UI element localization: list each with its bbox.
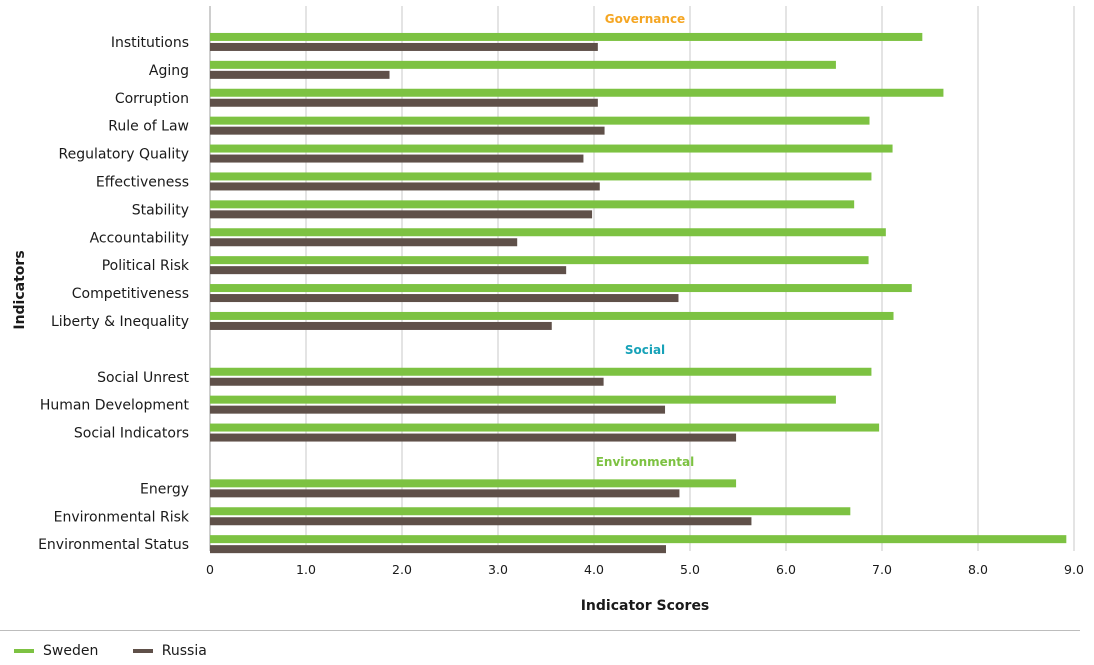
bar-sweden-social-indicators [210,423,880,432]
category-label-accountability: Accountability [90,230,189,246]
category-label-political-risk: Political Risk [102,258,190,274]
bar-russia-rule-of-law [210,126,605,135]
bar-chart: 0 1.0 2.0 3.0 4.0 5.0 6.0 7.0 8.0 9.0 Institutions… [12,6,1084,614]
x-tick-label: 6.0 [776,562,796,577]
bar-russia-social-indicators [210,433,737,442]
bar-sweden-energy [210,479,737,488]
legend: Sweden Russia [0,630,1080,658]
bar-sweden-environmental-risk [210,507,851,516]
category-label-institutions: Institutions [111,35,189,51]
x-tick-label: 9.0 [1064,562,1084,577]
x-tick-label: 5.0 [680,562,700,577]
category-label-stability: Stability [132,202,189,218]
bar-sweden-regulatory-quality [210,144,893,153]
x-tick-label: 0 [206,562,214,577]
bar-sweden-political-risk [210,256,869,265]
bar-sweden-accountability [210,228,886,237]
legend-label-russia: Russia [161,643,207,659]
group-label-environmental: Environmental [596,455,695,469]
category-label-rule-of-law: Rule of Law [108,119,189,135]
bar-russia-social-unrest [210,377,604,386]
bar-russia-regulatory-quality [210,154,584,163]
group-label-social: Social [625,343,665,357]
bar-sweden-aging [210,60,836,69]
x-tick-label: 3.0 [488,562,508,577]
bar-russia-effectiveness [210,182,600,191]
legend-label-sweden: Sweden [43,643,99,659]
bar-sweden-stability [210,200,855,209]
category-label-environmental-status: Environmental Status [38,537,189,553]
bar-sweden-environmental-status [210,535,1067,544]
legend-item-sweden: Sweden [14,644,98,658]
bar-sweden-social-unrest [210,367,872,376]
bar-russia-competitiveness [210,294,679,303]
legend-swatch-sweden [14,649,34,653]
bar-russia-human-development [210,405,666,414]
bar-russia-environmental-risk [210,517,752,526]
bar-sweden-institutions [210,32,923,41]
bar-russia-energy [210,489,680,498]
bar-russia-corruption [210,98,598,107]
bar-sweden-human-development [210,395,836,404]
group-label-governance: Governance [605,12,685,26]
bar-sweden-effectiveness [210,172,872,181]
category-label-aging: Aging [149,63,189,79]
bar-russia-political-risk [210,266,567,275]
legend-item-russia: Russia [132,643,207,659]
category-label-regulatory-quality: Regulatory Quality [58,147,189,163]
category-label-effectiveness: Effectiveness [96,174,189,190]
bar-sweden-liberty-inequality [210,311,894,320]
bar-russia-aging [210,70,390,79]
x-tick-label: 7.0 [872,562,892,577]
y-axis-title: Indicators [12,250,28,329]
bar-russia-liberty-inequality [210,321,552,330]
category-label-energy: Energy [140,481,189,497]
category-label-liberty-inequality: Liberty & Inequality [51,314,189,330]
category-label-human-development: Human Development [40,398,190,414]
bar-sweden-corruption [210,88,944,97]
bar-russia-environmental-status [210,545,666,554]
category-label-environmental-risk: Environmental Risk [54,509,190,525]
x-tick-label: 2.0 [392,562,412,577]
x-tick-label: 1.0 [296,562,316,577]
bar-sweden-competitiveness [210,284,912,293]
bar-russia-institutions [210,42,598,51]
x-tick-label: 8.0 [968,562,988,577]
category-label-competitiveness: Competitiveness [72,286,189,302]
bar-russia-accountability [210,238,518,247]
category-label-social-unrest: Social Unrest [97,370,189,386]
category-label-corruption: Corruption [115,91,189,107]
category-label-social-indicators: Social Indicators [74,426,189,442]
x-axis-title: Indicator Scores [581,598,710,614]
x-tick-label: 4.0 [584,562,604,577]
bar-russia-stability [210,210,593,219]
bar-sweden-rule-of-law [210,116,870,125]
legend-swatch-russia [132,649,153,653]
